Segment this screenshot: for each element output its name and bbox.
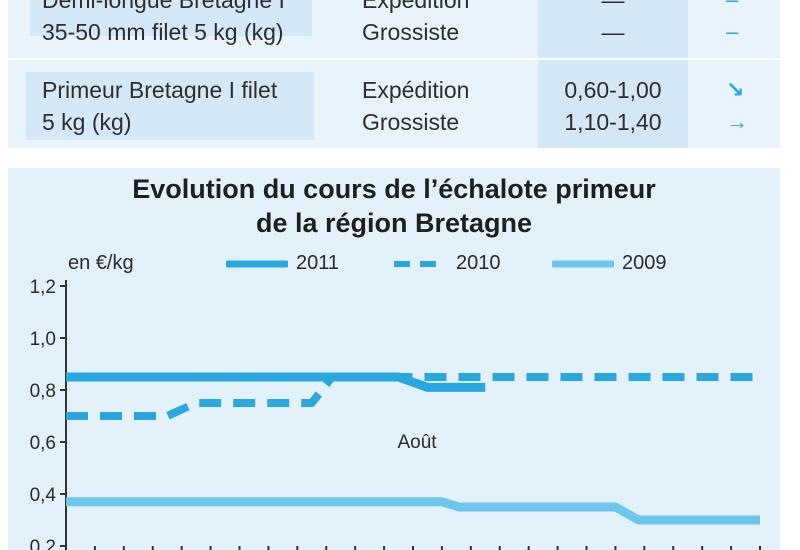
chart-title-line: Evolution du cours de l’échalote primeur [132,174,656,204]
stage-label: Grossiste [362,109,460,135]
price-cell: — — [538,0,688,48]
legend-item-2011: 2011 [224,252,340,275]
legend-swatch-light [550,260,616,268]
series-line-2011 [66,372,486,392]
row-separator [8,58,780,60]
y-tick-label: 1,0 [30,329,56,350]
legend-label: 2009 [622,252,667,274]
legend-label: 2011 [296,252,340,274]
legend-swatch-dashed [394,260,446,267]
stage-label: Grossiste [362,19,460,45]
product-name-line: Primeur Bretagne I filet [42,77,278,103]
product-name-line: 5 kg (kg) [42,109,132,135]
trend-cell: ↘ → [726,74,748,138]
trend-cell: – – [726,0,738,48]
stage-cell: Expédition Grossiste [362,74,469,138]
product-cell-bg [30,0,312,36]
series-line-2009 [66,497,760,525]
product-name-line: Demi-longue Bretagne I [42,0,285,13]
stage-cell: Expédition Grossiste [362,0,469,48]
price-value: 0,60-1,00 [564,77,662,103]
stage-label: Expédition [362,77,470,103]
legend-item-2009: 2009 [550,252,667,275]
chart-annotation-aout: Août [397,432,437,453]
chart-title: Evolution du cours de l’échalote primeur… [8,172,780,240]
legend-swatch-solid [224,260,290,268]
trend-dash-icon: – [726,0,738,16]
price-value: — [601,0,625,13]
product-name-line: 35-50 mm filet 5 kg (kg) [42,19,284,45]
y-tick-label: 0,6 [30,433,56,454]
price-evolution-chart: Evolution du cours de l’échalote primeur… [8,168,780,550]
product-cell: Primeur Bretagne I filet 5 kg (kg) [42,74,277,138]
y-axis-unit-label: en €/kg [68,252,134,274]
price-value: — [601,19,625,45]
trend-dash-icon: – [726,19,739,44]
trend-right-arrow-icon: → [726,109,748,134]
y-tick-label: 0,8 [30,381,56,402]
legend-item-2010: 2010 [392,252,501,275]
price-column-bg [538,0,688,148]
price-value: 1,10-1,40 [564,109,662,135]
y-tick-label: 0,4 [30,485,57,506]
chart-title-line: de la région Bretagne [255,208,533,238]
y-tick-label: 1,2 [30,277,56,298]
legend-label: 2010 [456,252,501,274]
chart-plot-area: 0,2 0,4 0,6 0,8 1,0 1,2 Août [30,277,761,550]
series-line-2010 [66,373,760,420]
product-cell: Demi-longue Bretagne I 35-50 mm filet 5 … [42,0,285,48]
stage-label: Expédition [362,0,470,13]
y-tick-label: 0,2 [30,537,56,550]
price-cell: 0,60-1,00 1,10-1,40 [538,74,688,138]
price-table: Demi-longue Bretagne I 35-50 mm filet 5 … [8,0,780,148]
trend-down-arrow-icon: ↘ [726,77,745,102]
product-cell-bg [26,72,314,140]
